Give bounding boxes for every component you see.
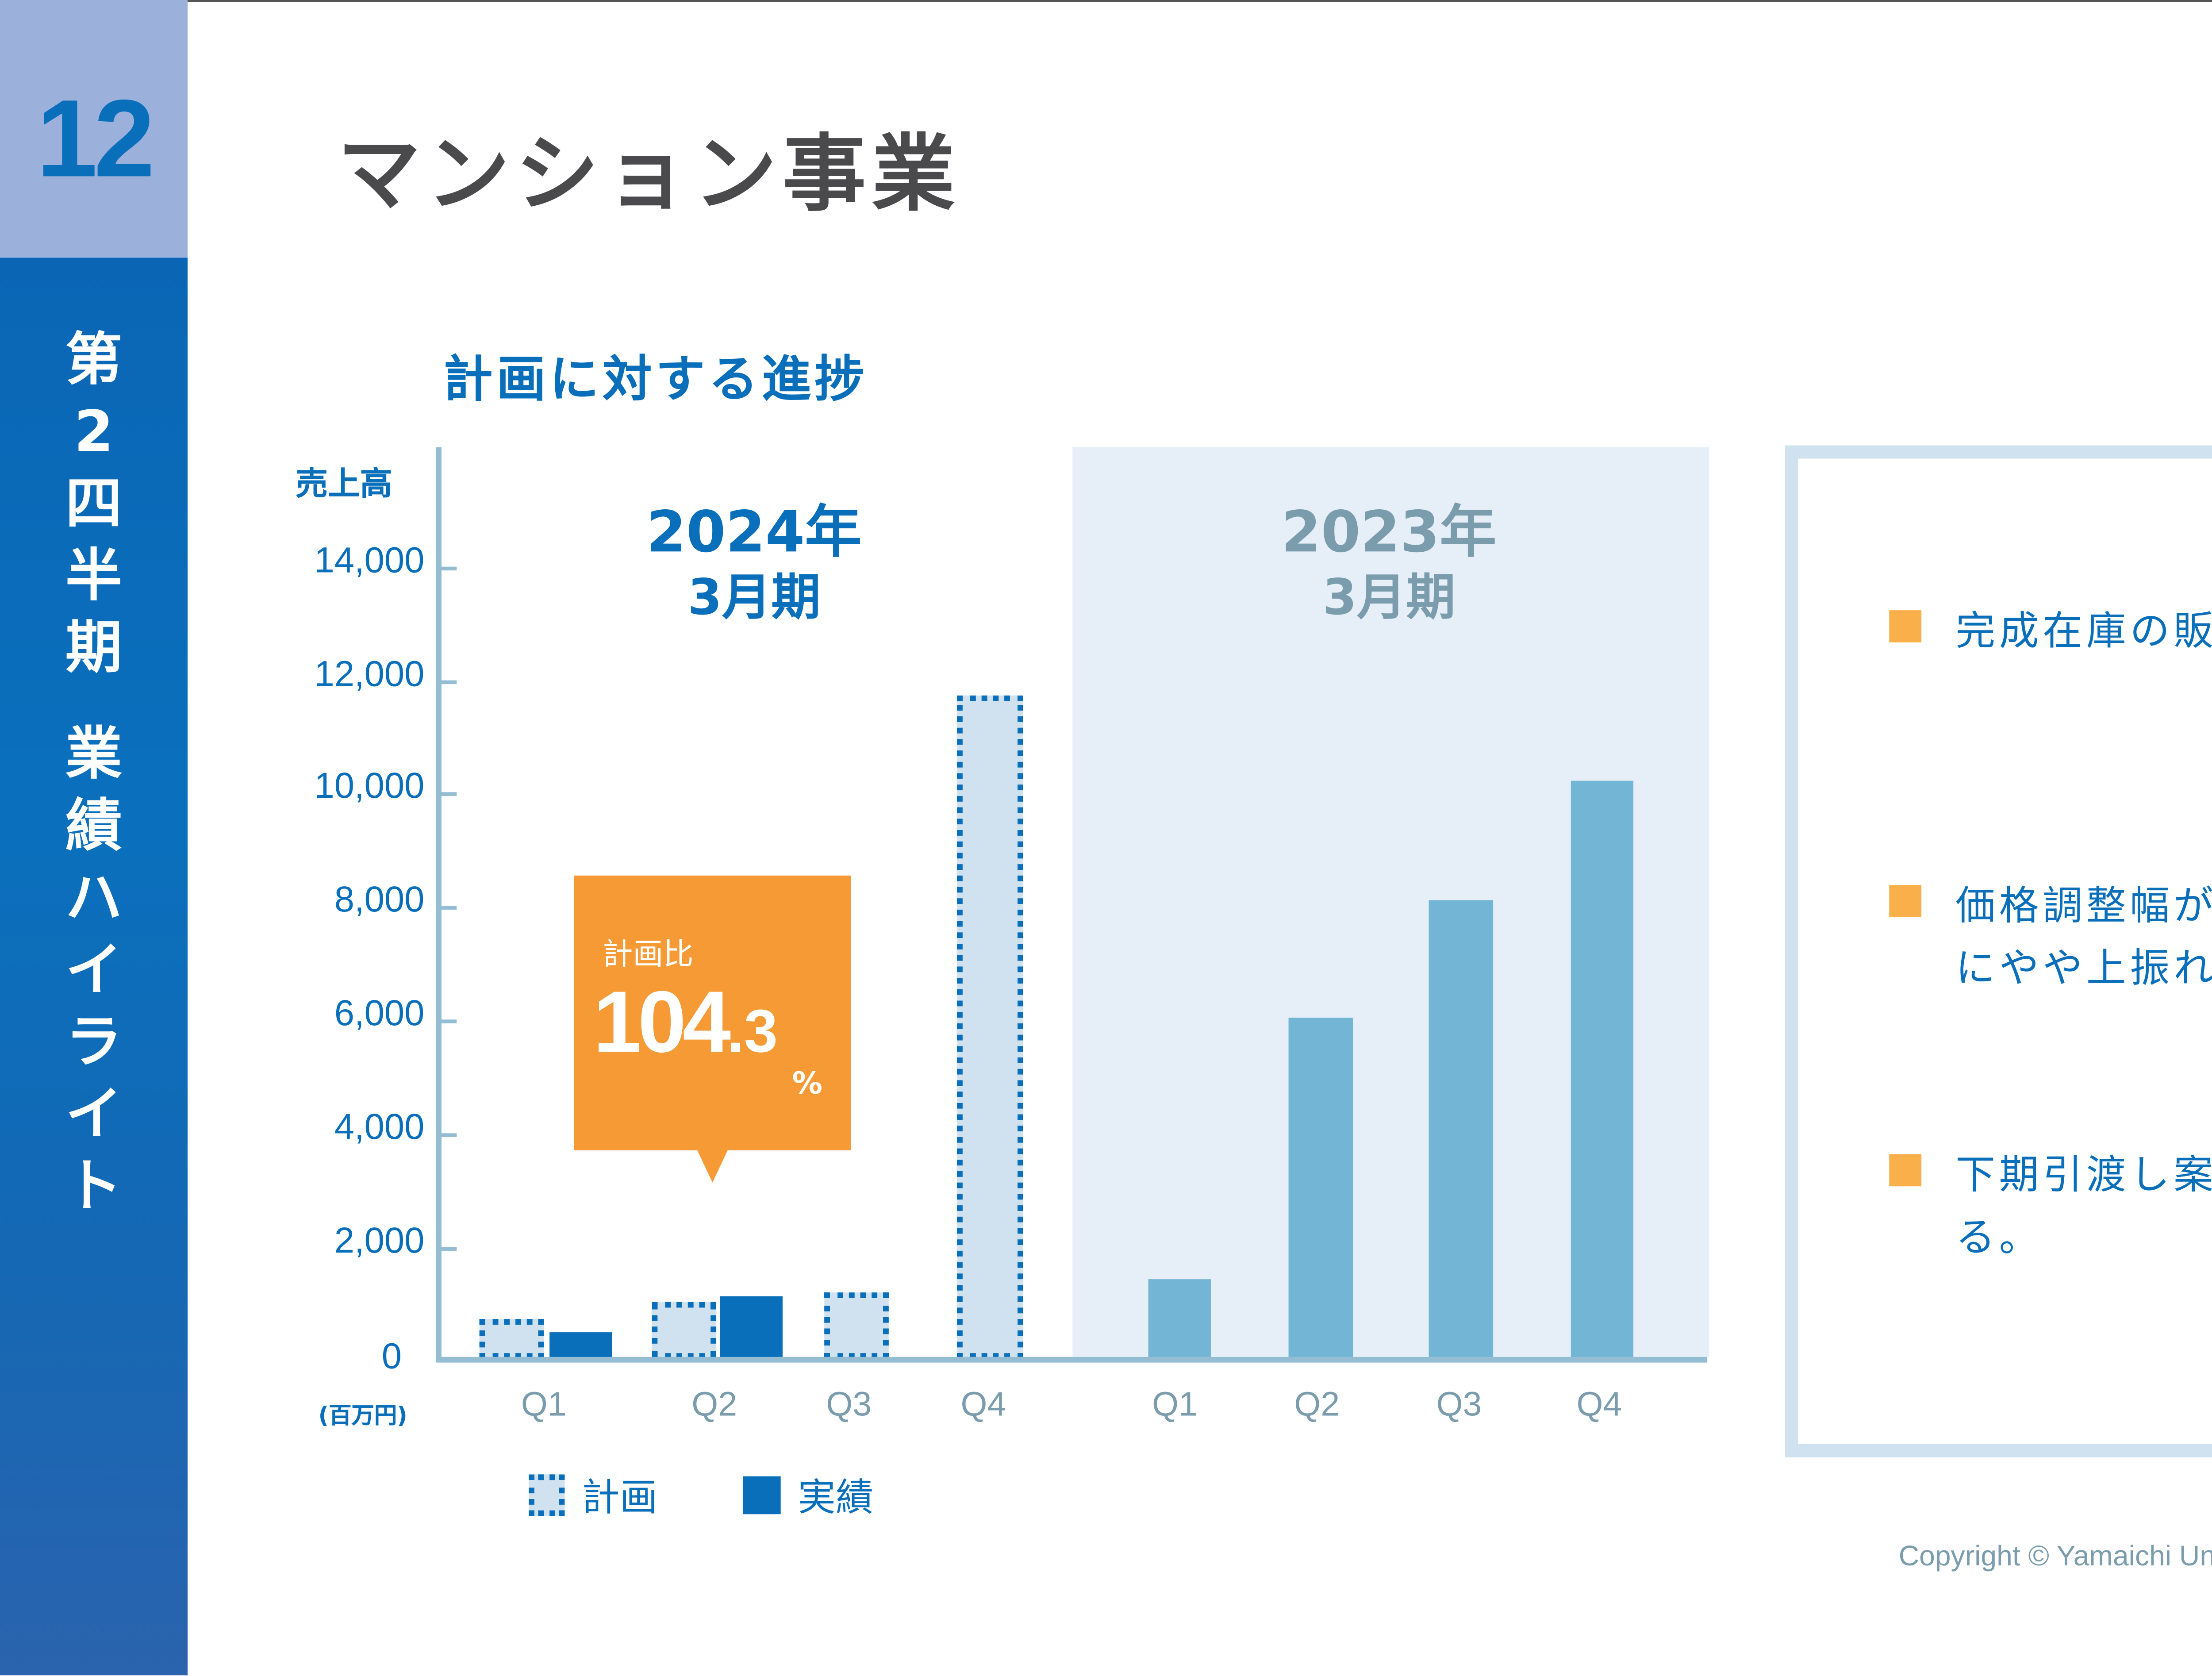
- bar-2024-q1-actual: [549, 1332, 612, 1359]
- chart-title: 計画に対する進捗: [443, 352, 868, 410]
- section-char: 第: [65, 327, 123, 394]
- note-item: 下期引渡し案件の契約を積み上げている。: [1889, 1145, 2212, 1270]
- bar-2024-q4-plan: [957, 695, 1023, 1359]
- y-tick: 14,000: [314, 542, 425, 582]
- y-tick: 6,000: [334, 995, 425, 1035]
- y-tickmark: [441, 1133, 457, 1137]
- y-tick: 0: [381, 1338, 402, 1378]
- x-label: Q4: [1576, 1385, 1622, 1423]
- bullet-square-icon: [1889, 885, 1922, 918]
- callout-value-int: 104: [593, 972, 731, 1071]
- legend-plan: 計画: [529, 1467, 657, 1522]
- section-char: ラ: [65, 1010, 123, 1076]
- note-text: 価格調整幅が少なく、売上・利益ともにやや上振れ。: [1955, 883, 2212, 992]
- bullet-square-icon: [1889, 610, 1922, 643]
- bar-2024-q2-actual: [720, 1296, 783, 1359]
- bar-2023-q2: [1288, 1018, 1353, 1359]
- y-tick: 10,000: [314, 767, 425, 807]
- y-tickmark: [441, 906, 457, 910]
- plan-ratio-callout: [574, 875, 851, 1150]
- callout-value: 104.3: [593, 970, 778, 1072]
- x-label: Q1: [521, 1385, 567, 1423]
- callout-pointer: [697, 1150, 728, 1183]
- bar-2023-q4: [1571, 780, 1634, 1359]
- note-item: 完成在庫の販売が堅調に推移。: [1889, 601, 2212, 663]
- y-axis-unit: (百万円): [318, 1402, 407, 1429]
- note-item: 価格調整幅が少なく、売上・利益ともにやや上振れ。: [1889, 876, 2212, 1001]
- bullet-square-icon: [1889, 1154, 1922, 1187]
- period-year: 2024年: [646, 500, 862, 567]
- section-char: 四: [65, 472, 123, 538]
- section-sidebar: [0, 258, 188, 1676]
- page-number-block: [0, 0, 188, 258]
- bar-2023-q1: [1148, 1279, 1211, 1359]
- y-axis: [436, 447, 442, 1361]
- page-number: 12: [36, 77, 155, 201]
- x-label: Q2: [1294, 1385, 1340, 1423]
- y-tickmark: [441, 792, 457, 796]
- x-label: Q4: [960, 1385, 1006, 1423]
- period-month: 3月期: [1322, 570, 1455, 627]
- bar-2024-q3-plan: [824, 1292, 889, 1359]
- x-axis: [436, 1357, 1708, 1363]
- period-label-2024: 2024年 3月期: [607, 500, 902, 631]
- y-tick: 8,000: [334, 881, 425, 921]
- section-char: 2: [74, 400, 114, 466]
- y-axis-label: 売上高: [296, 466, 392, 504]
- page-title: マンション事業: [337, 127, 961, 224]
- y-tickmark: [441, 566, 457, 571]
- section-char: イ: [65, 938, 123, 1005]
- top-border: [0, 0, 2212, 2]
- legend-actual: 実績: [743, 1467, 874, 1522]
- section-char: ハ: [65, 866, 123, 933]
- section-gap: [0, 686, 188, 720]
- legend-actual-swatch: [743, 1475, 781, 1514]
- note-text: 下期引渡し案件の契約を積み上げている。: [1955, 1152, 2212, 1261]
- note-text: 完成在庫の販売が堅調に推移。: [1955, 608, 2212, 654]
- bar-2023-q3: [1429, 900, 1494, 1359]
- period-month: 3月期: [687, 570, 821, 627]
- x-label: Q2: [691, 1385, 737, 1423]
- callout-value-dec: .3: [727, 996, 778, 1065]
- callout-label: 計画比: [603, 936, 694, 973]
- section-char: 半: [65, 544, 123, 611]
- copyright-footer: Copyright © Yamaichi Uniheim Real Estate…: [1898, 1541, 2212, 1573]
- section-char: 業: [65, 722, 123, 788]
- bar-2024-q1-plan: [479, 1319, 544, 1359]
- y-tickmark: [441, 1247, 457, 1251]
- section-char: ト: [65, 1154, 123, 1221]
- y-tick: 12,000: [314, 655, 425, 696]
- notes-panel: [1785, 445, 2212, 1457]
- y-tickmark: [441, 1019, 457, 1023]
- section-label-vertical: 第 2 四 半 期 業 績 ハ イ ラ イ ト: [0, 326, 188, 1224]
- legend-actual-label: 実績: [798, 1474, 874, 1520]
- section-char: 績: [65, 794, 123, 861]
- y-tickmark: [441, 680, 457, 684]
- y-tick: 4,000: [334, 1108, 425, 1149]
- legend-plan-label: 計画: [581, 1474, 658, 1520]
- bar-2024-q2-plan: [652, 1302, 717, 1359]
- section-char: 期: [65, 616, 123, 682]
- x-label: Q3: [1436, 1385, 1482, 1423]
- period-year: 2023年: [1281, 500, 1497, 567]
- x-label: Q1: [1152, 1385, 1198, 1423]
- callout-unit: %: [792, 1065, 823, 1101]
- y-tick: 2,000: [334, 1222, 425, 1262]
- x-label: Q3: [826, 1385, 872, 1423]
- section-char: イ: [65, 1082, 123, 1149]
- legend-plan-swatch: [529, 1473, 565, 1515]
- period-label-2023: 2023年 3月期: [1241, 500, 1536, 631]
